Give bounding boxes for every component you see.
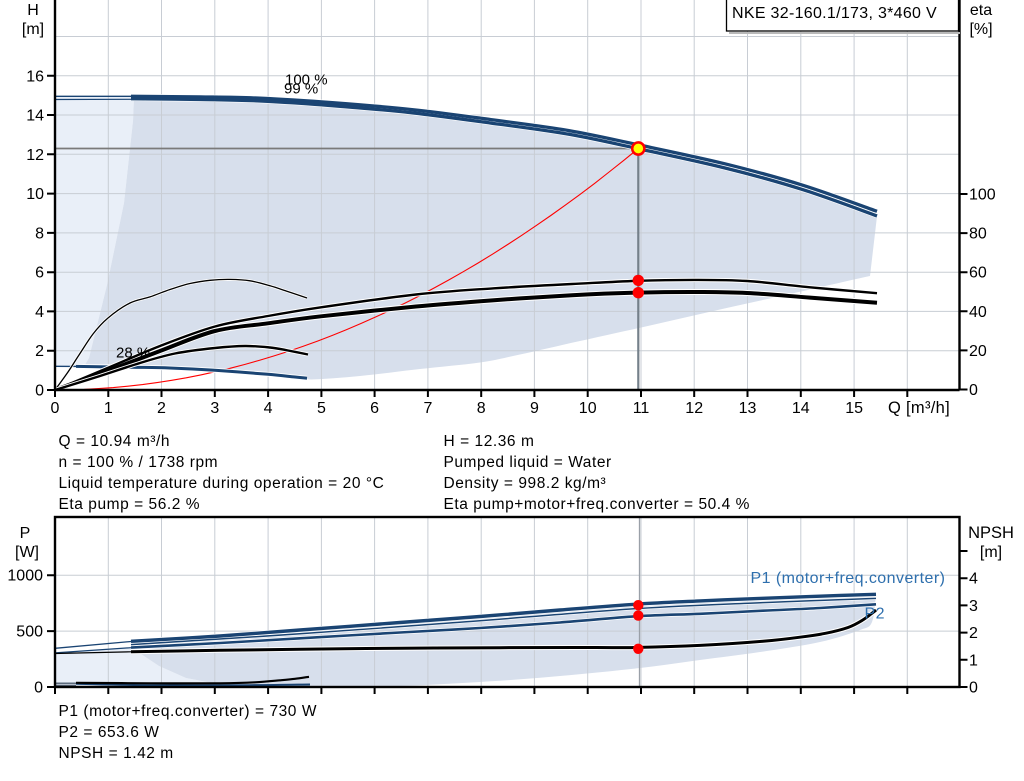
svg-text:6: 6	[370, 400, 379, 417]
svg-text:2: 2	[35, 343, 44, 360]
svg-text:Q = 10.94 m³/h: Q = 10.94 m³/h	[59, 433, 171, 450]
svg-text:80: 80	[969, 226, 987, 243]
svg-text:NPSH = 1.42 m: NPSH = 1.42 m	[59, 745, 174, 762]
svg-text:20: 20	[969, 343, 987, 360]
svg-text:100: 100	[969, 187, 996, 204]
svg-text:1: 1	[969, 652, 978, 669]
svg-text:NKE 32-160.1/173, 3*460 V: NKE 32-160.1/173, 3*460 V	[732, 5, 937, 22]
svg-text:H = 12.36 m: H = 12.36 m	[444, 433, 535, 450]
svg-text:Liquid temperature during oper: Liquid temperature during operation = 20…	[59, 475, 385, 492]
svg-text:Pumped liquid = Water: Pumped liquid = Water	[444, 454, 612, 471]
svg-text:Q [m³/h]: Q [m³/h]	[888, 399, 950, 417]
svg-text:13: 13	[739, 400, 757, 417]
svg-text:16: 16	[26, 68, 44, 85]
svg-text:P1 (motor+freq.converter): P1 (motor+freq.converter)	[751, 570, 946, 587]
svg-text:40: 40	[969, 304, 987, 321]
svg-text:n = 100 % / 1738 rpm: n = 100 % / 1738 rpm	[59, 454, 219, 471]
svg-text:eta: eta	[970, 2, 992, 19]
svg-text:[m]: [m]	[22, 21, 44, 38]
svg-text:3: 3	[210, 400, 219, 417]
svg-text:5: 5	[317, 400, 326, 417]
svg-text:8: 8	[35, 225, 44, 242]
svg-text:500: 500	[16, 624, 43, 641]
svg-text:10: 10	[579, 400, 597, 417]
svg-text:2: 2	[157, 400, 166, 417]
svg-text:99 %: 99 %	[284, 80, 318, 97]
svg-text:28 %: 28 %	[116, 345, 150, 362]
svg-text:P: P	[20, 525, 31, 542]
svg-text:10: 10	[26, 186, 44, 203]
svg-text:Eta pump+motor+freq.converter: Eta pump+motor+freq.converter = 50.4 %	[444, 496, 751, 513]
svg-text:4: 4	[969, 571, 978, 588]
svg-text:P1 (motor+freq.converter) = 73: P1 (motor+freq.converter) = 730 W	[59, 703, 318, 720]
svg-text:NPSH: NPSH	[968, 524, 1014, 542]
svg-text:6: 6	[35, 265, 44, 282]
svg-text:12: 12	[685, 400, 703, 417]
svg-text:0: 0	[969, 382, 978, 399]
svg-text:11: 11	[633, 400, 650, 417]
svg-text:9: 9	[530, 400, 539, 417]
svg-text:12: 12	[26, 147, 44, 164]
svg-text:0: 0	[35, 383, 44, 400]
svg-text:Eta pump = 56.2 %: Eta pump = 56.2 %	[59, 496, 201, 513]
svg-text:4: 4	[264, 400, 273, 417]
svg-text:0: 0	[51, 400, 60, 417]
svg-text:8: 8	[477, 400, 486, 417]
svg-text:0: 0	[969, 680, 978, 697]
svg-text:100 %: 100 %	[285, 71, 328, 88]
svg-text:15: 15	[845, 400, 863, 417]
svg-text:14: 14	[26, 108, 44, 125]
svg-text:7: 7	[423, 400, 432, 417]
svg-text:H: H	[27, 2, 39, 19]
svg-text:2: 2	[969, 625, 978, 642]
svg-text:[W]: [W]	[15, 544, 39, 561]
svg-text:1000: 1000	[7, 568, 43, 585]
svg-text:14: 14	[792, 400, 810, 417]
svg-text:0: 0	[34, 680, 43, 697]
svg-text:60: 60	[969, 265, 987, 282]
svg-text:3: 3	[969, 598, 978, 615]
svg-text:[%]: [%]	[969, 21, 992, 38]
svg-text:[m]: [m]	[980, 544, 1002, 561]
svg-text:P2 = 653.6 W: P2 = 653.6 W	[59, 724, 160, 741]
svg-text:4: 4	[35, 304, 44, 321]
svg-text:Density = 998.2 kg/m³: Density = 998.2 kg/m³	[444, 475, 607, 492]
svg-text:P2: P2	[865, 606, 885, 623]
svg-text:1: 1	[104, 400, 113, 417]
